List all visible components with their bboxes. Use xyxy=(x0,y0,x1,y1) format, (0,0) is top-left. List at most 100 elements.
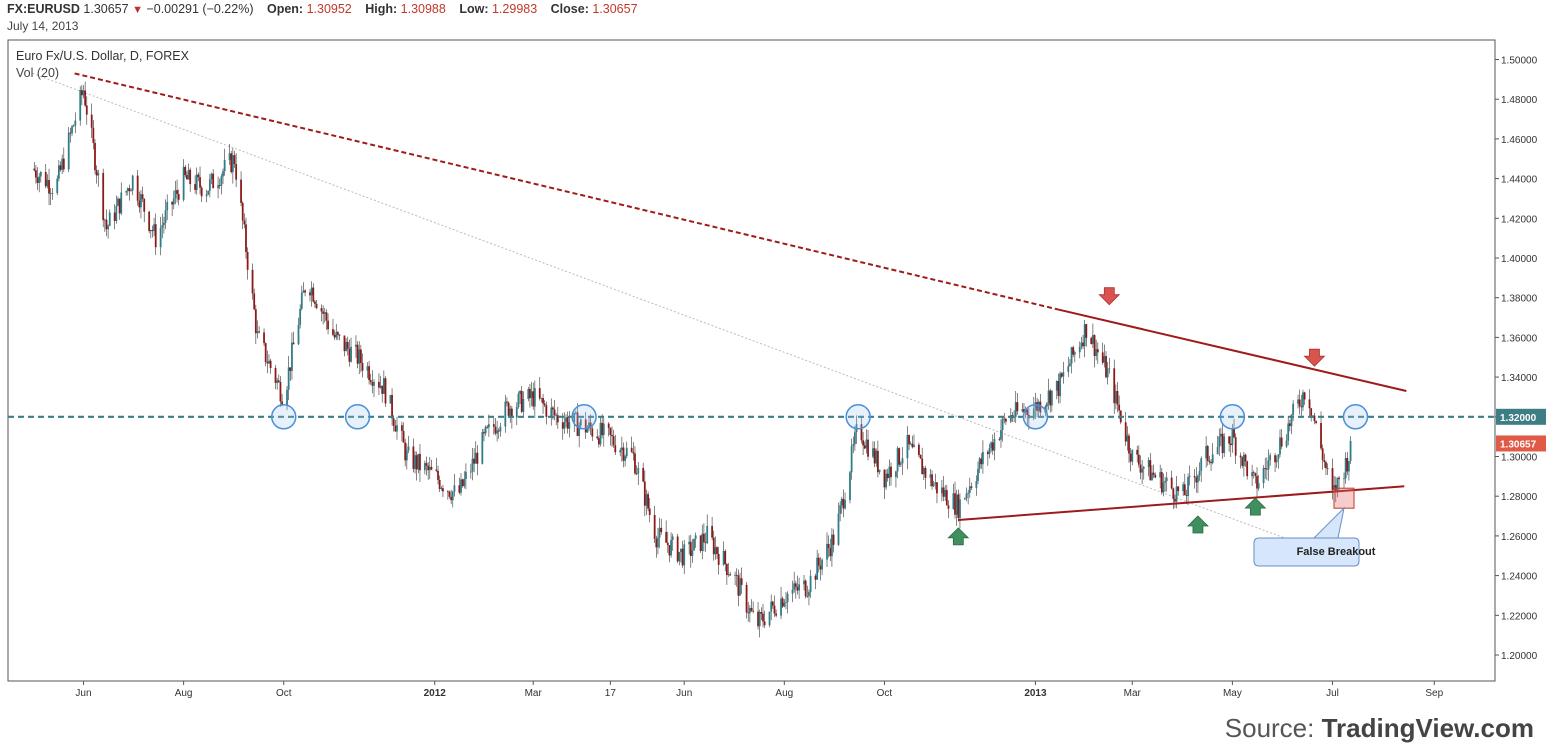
candle-body xyxy=(597,438,600,445)
candle-body xyxy=(803,580,805,585)
y-tick-label: 1.28000 xyxy=(1501,492,1538,503)
candle-body xyxy=(768,611,771,626)
candle-body xyxy=(476,452,479,464)
candle-body xyxy=(118,198,121,214)
candle-body xyxy=(254,309,257,334)
candle-body xyxy=(200,187,203,197)
candle-body xyxy=(412,446,415,469)
candle-body xyxy=(1313,415,1316,422)
candle-body xyxy=(752,610,755,612)
candle-body xyxy=(359,349,362,364)
candle-body xyxy=(235,164,238,180)
candle-body xyxy=(314,301,316,304)
candle-body xyxy=(722,551,725,565)
candle-body xyxy=(609,427,612,435)
candle-body xyxy=(1078,346,1081,353)
candle-body xyxy=(620,447,623,451)
x-tick-label: Jun xyxy=(75,688,91,699)
candle-body xyxy=(207,190,210,195)
candle-body xyxy=(463,478,466,487)
candle-body xyxy=(584,419,587,433)
candle-body xyxy=(1055,381,1058,391)
y-tick-label: 1.36000 xyxy=(1501,333,1538,344)
candle-body xyxy=(527,388,530,400)
candle-body xyxy=(197,174,200,178)
candle-body xyxy=(1254,473,1257,477)
candle-body xyxy=(71,126,73,134)
y-tick-label: 1.46000 xyxy=(1501,135,1538,146)
candle-body xyxy=(978,458,981,469)
candle-body xyxy=(90,114,93,128)
candle-body xyxy=(320,308,323,312)
candle-body xyxy=(1014,402,1017,418)
candle-body xyxy=(1323,460,1326,463)
candle-body xyxy=(791,589,794,594)
candle-body xyxy=(1326,468,1329,469)
candle-body xyxy=(417,453,420,470)
resistance-line-dashed xyxy=(74,72,1059,311)
candle-body xyxy=(1082,342,1084,347)
candle-body xyxy=(642,467,645,482)
y-tick-label: 1.40000 xyxy=(1501,254,1538,265)
candle-body xyxy=(701,533,704,551)
candle-body xyxy=(837,513,840,545)
candle-body xyxy=(348,348,351,362)
candle-body xyxy=(840,498,843,506)
candle-body xyxy=(1279,437,1281,455)
long-term-trendline xyxy=(32,72,1333,557)
candle-body xyxy=(1183,484,1186,496)
candle-body xyxy=(1106,368,1109,378)
candle-body xyxy=(906,434,909,459)
candle-body xyxy=(61,158,64,170)
candle-body xyxy=(497,430,500,432)
candle-body xyxy=(310,287,313,296)
candle-body xyxy=(1093,335,1096,357)
candle-body xyxy=(607,423,610,428)
candle-body xyxy=(763,621,766,626)
candle-body xyxy=(343,335,346,352)
candle-body xyxy=(245,224,247,252)
candle-body xyxy=(658,527,661,538)
candle-body xyxy=(901,458,904,464)
candle-body xyxy=(138,200,141,208)
candle-body xyxy=(379,385,382,388)
candle-body xyxy=(125,191,128,193)
candle-body xyxy=(74,120,77,126)
low-value: 1.29983 xyxy=(491,2,538,16)
candle-body xyxy=(258,331,261,333)
candle-body xyxy=(1252,472,1255,474)
candle-body xyxy=(428,466,431,471)
candle-body xyxy=(821,559,823,570)
candle-body xyxy=(143,198,146,212)
candle-body xyxy=(49,193,52,195)
candle-body xyxy=(737,575,740,596)
candle-body xyxy=(1302,392,1304,408)
candle-body xyxy=(361,363,364,371)
candle-body xyxy=(924,468,927,478)
candle-body xyxy=(706,525,709,544)
candle-body xyxy=(762,613,764,622)
candle-body xyxy=(230,153,233,173)
candle-body xyxy=(1105,356,1107,378)
y-tick-label: 1.30000 xyxy=(1501,453,1538,464)
candle-body xyxy=(59,165,62,170)
candle-body xyxy=(991,442,994,451)
candle-body xyxy=(97,172,100,176)
candle-body xyxy=(391,394,393,419)
candle-body xyxy=(1154,474,1157,478)
candle-body xyxy=(1080,342,1083,347)
candle-body xyxy=(153,224,155,232)
candle-body xyxy=(1349,440,1352,462)
candle-body xyxy=(517,393,520,407)
resistance-line-solid xyxy=(1058,308,1407,392)
candle-body xyxy=(276,380,279,383)
candle-body xyxy=(632,451,635,454)
candle-body xyxy=(1177,486,1180,492)
candle-body xyxy=(1187,477,1189,496)
candle-body xyxy=(1096,349,1099,353)
candle-body xyxy=(381,385,384,394)
candle-body xyxy=(1257,483,1260,489)
candle-body xyxy=(565,417,567,423)
candle-body xyxy=(1101,352,1104,363)
